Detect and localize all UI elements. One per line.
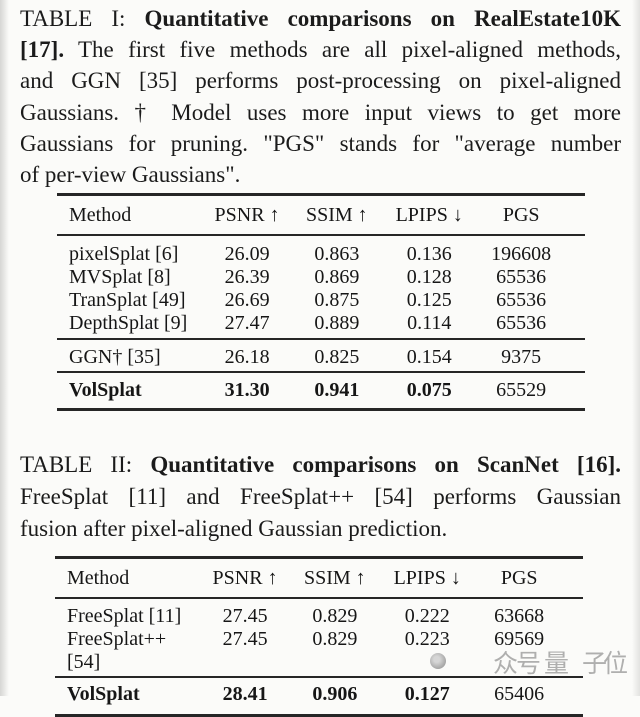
table-row: MVSplat [8] 26.39 0.869 0.128 65536 — [69, 266, 547, 288]
col-header-method: Method — [57, 194, 200, 236]
watermark-char: 子 — [582, 649, 608, 678]
table1: Method PSNR ↑ SSIM ↑ LPIPS ↓ PGS pixelSp… — [57, 193, 585, 411]
caption-line: TABLE I: Quantitative comparisons on Rea… — [20, 6, 621, 31]
caption-line: Gaussians. † Model uses more input views… — [20, 99, 621, 125]
table-row: pixelSplat [6] 26.09 0.863 0.136 196608 — [69, 243, 552, 265]
table-row: FreeSplat++ [54] 27.45 0.829 0.223 69569 — [55, 628, 583, 678]
table-row-volsplat: VolSplat 31.30 0.941 0.075 65529 — [69, 379, 547, 401]
caption-line: fusion after pixel-aligned Gaussian pred… — [20, 516, 448, 541]
col-header-ssim: SSIM ↑ — [294, 194, 380, 236]
col-header-pgs: PGS — [479, 194, 585, 236]
table-row-volsplat: VolSplat 28.41 0.906 0.127 65406 — [67, 683, 545, 705]
col-header-pgs: PGS — [477, 557, 583, 599]
table2: Method PSNR ↑ SSIM ↑ LPIPS ↓ PGS FreeSpl… — [55, 556, 583, 717]
caption-line: of per-view Gaussians". — [20, 162, 241, 188]
col-header-lpips: LPIPS ↓ — [377, 557, 478, 599]
page-edge-shade-left — [0, 0, 9, 696]
caption-line: TABLE II: Quantitative comparisons on Sc… — [20, 452, 621, 477]
caption-line: [17]. The first five methods are all pix… — [20, 37, 621, 63]
table-row: TranSplat [49] 26.69 0.875 0.125 65536 — [69, 289, 547, 311]
page-edge-shade-right — [632, 0, 640, 696]
caption-line: FreeSplat [11] and FreeSplat++ [54] perf… — [20, 484, 621, 509]
table-row: FreeSplat [11] 27.45 0.829 0.222 63668 — [67, 605, 545, 627]
col-header-ssim: SSIM ↑ — [292, 557, 378, 599]
table-row: DepthSplat [9] 27.47 0.889 0.114 65536 — [57, 312, 585, 340]
table-row-ggn: GGN† [35] 26.18 0.825 0.154 9375 — [57, 339, 585, 373]
col-header-method: Method — [55, 557, 198, 599]
col-header-psnr: PSNR ↑ — [197, 557, 293, 599]
caption-line: Gaussians for pruning. "PGS" stands for … — [20, 130, 621, 156]
table2-header-row: Method PSNR ↑ SSIM ↑ LPIPS ↓ PGS — [55, 557, 583, 599]
col-header-lpips: LPIPS ↓ — [379, 194, 480, 236]
caption-line: and GGN [35] performs post-processing on… — [20, 68, 621, 94]
watermark-char: 位 — [603, 649, 629, 678]
table2-caption: TABLE II: Quantitative comparisons on Sc… — [20, 449, 621, 545]
col-header-psnr: PSNR ↑ — [199, 194, 295, 236]
table1-caption: TABLE I: Quantitative comparisons on Rea… — [20, 3, 621, 190]
table1-header-row: Method PSNR ↑ SSIM ↑ LPIPS ↓ PGS — [57, 194, 585, 236]
